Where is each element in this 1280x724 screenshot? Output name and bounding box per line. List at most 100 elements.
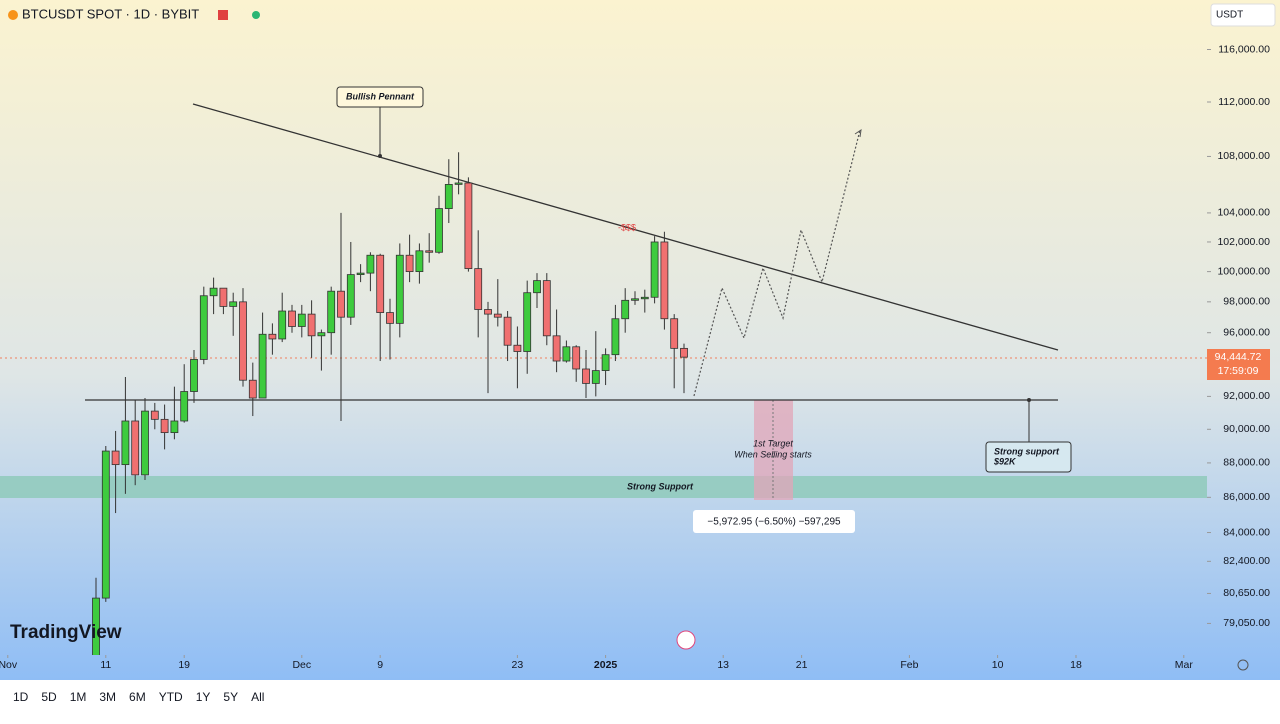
candle-body (190, 359, 198, 392)
candle-body (425, 250, 434, 253)
annotation: −5,972.95 (−6.50%) −597,295 (707, 517, 841, 528)
candle-body (493, 313, 502, 318)
arrow-head (854, 128, 862, 138)
currency-select[interactable] (1210, 3, 1276, 27)
candle-body (395, 254, 404, 324)
timeframe-button[interactable]: 5Y (223, 690, 238, 704)
candle-body (239, 301, 247, 381)
callout-dot (1027, 398, 1031, 402)
timeframe-button[interactable]: 5D (41, 690, 57, 704)
x-tick-label: 21 (796, 659, 808, 671)
y-tick-label: 96,000.00 (1223, 326, 1270, 338)
candle-body (268, 333, 277, 340)
x-tick-label: 9 (377, 659, 383, 671)
x-tick-label: Dec (292, 659, 311, 671)
candle-body (484, 309, 492, 315)
timeframe-button[interactable]: 1Y (196, 690, 211, 704)
x-tick-label: Mar (1175, 659, 1194, 671)
timeframe-button[interactable]: 1D (13, 690, 29, 704)
y-tick-label: 92,000.00 (1223, 390, 1270, 402)
candle-body (621, 299, 630, 320)
callout-dot (378, 154, 382, 158)
price-box (1207, 349, 1270, 380)
timeframe-button[interactable]: 1M (70, 690, 87, 704)
annotation: Strong Support (627, 481, 694, 491)
x-tick-label: Nov (0, 659, 18, 671)
candle-body (366, 254, 375, 274)
timeframe-button[interactable]: 6M (129, 690, 146, 704)
measure-box (693, 510, 855, 533)
candle-body (542, 280, 551, 337)
candle-body (611, 318, 620, 356)
candle-body (582, 368, 590, 384)
candle-body (92, 597, 100, 655)
candle-body (513, 344, 522, 352)
candle-body (474, 268, 483, 310)
annotation: $92K (993, 456, 1017, 466)
y-tick-label: 104,000.00 (1217, 207, 1270, 219)
y-tick-label: 82,400.00 (1223, 555, 1270, 567)
candle-body (141, 410, 149, 476)
y-tick-label: 90,000.00 (1223, 423, 1270, 435)
candle-body (562, 346, 571, 362)
candle-body (415, 250, 424, 273)
candle-body (121, 420, 130, 466)
y-tick-label: 80,650.00 (1223, 587, 1270, 599)
annotation: Strong support (994, 446, 1060, 456)
candle-body (170, 420, 179, 434)
toolbar (0, 680, 1280, 719)
candle-body (180, 391, 189, 422)
x-tick-label: Feb (900, 659, 918, 671)
y-tick-label: 116,000.00 (1218, 43, 1270, 55)
candle-body (376, 254, 385, 313)
x-tick-label: 19 (178, 659, 190, 671)
candle-body (670, 318, 679, 349)
candle-body (131, 420, 140, 476)
candle-body (650, 241, 659, 298)
timeframe-button[interactable]: 3M (99, 690, 116, 704)
candle-body (278, 310, 287, 340)
candle-body (219, 287, 228, 307)
candle-body (552, 335, 561, 362)
settings-icon[interactable] (1237, 659, 1249, 671)
y-tick-label: 98,000.00 (1223, 296, 1270, 308)
candle-body (386, 312, 394, 324)
candles (92, 152, 688, 655)
x-tick-label: 23 (512, 659, 524, 671)
timeframe-button[interactable]: All (251, 690, 264, 704)
candle-body (258, 333, 267, 399)
candle-body (503, 316, 512, 346)
callout-box (985, 441, 1072, 473)
candle-body (444, 184, 453, 210)
y-tick-label: 88,000.00 (1223, 457, 1270, 469)
candle-body (680, 347, 688, 358)
candle-body (640, 296, 649, 300)
candle-body (601, 354, 610, 371)
annotation: 1st Target (753, 438, 793, 448)
candle-body (101, 450, 110, 599)
candle-body (533, 280, 541, 294)
candle-body (405, 254, 414, 273)
event-icon[interactable] (676, 630, 696, 650)
logo: TradingView (10, 622, 122, 643)
countdown: 17:59:09 (1218, 365, 1259, 377)
x-tick-label: 10 (992, 659, 1004, 671)
timeframe-button[interactable]: YTD (159, 690, 183, 704)
candle-body (229, 301, 238, 307)
candle-body (464, 182, 473, 270)
symbol-icon (8, 10, 18, 20)
background (0, 0, 1280, 680)
chart-title: BTCUSDT SPOT · 1D · BYBIT (22, 6, 199, 21)
candle-body (288, 310, 296, 327)
candle-body (209, 287, 218, 297)
candle-body (199, 295, 208, 360)
candle-body (317, 332, 326, 337)
candle-body (327, 290, 336, 334)
flag[interactable] (218, 10, 228, 20)
y-tick-label: 79,050.00 (1223, 617, 1270, 629)
candle-body (660, 241, 669, 320)
candle-body (307, 313, 316, 337)
candle-body (591, 370, 600, 384)
candle-body (297, 313, 306, 327)
